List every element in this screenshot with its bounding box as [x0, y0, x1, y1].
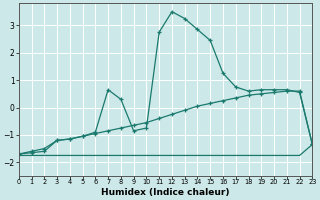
- X-axis label: Humidex (Indice chaleur): Humidex (Indice chaleur): [101, 188, 230, 197]
